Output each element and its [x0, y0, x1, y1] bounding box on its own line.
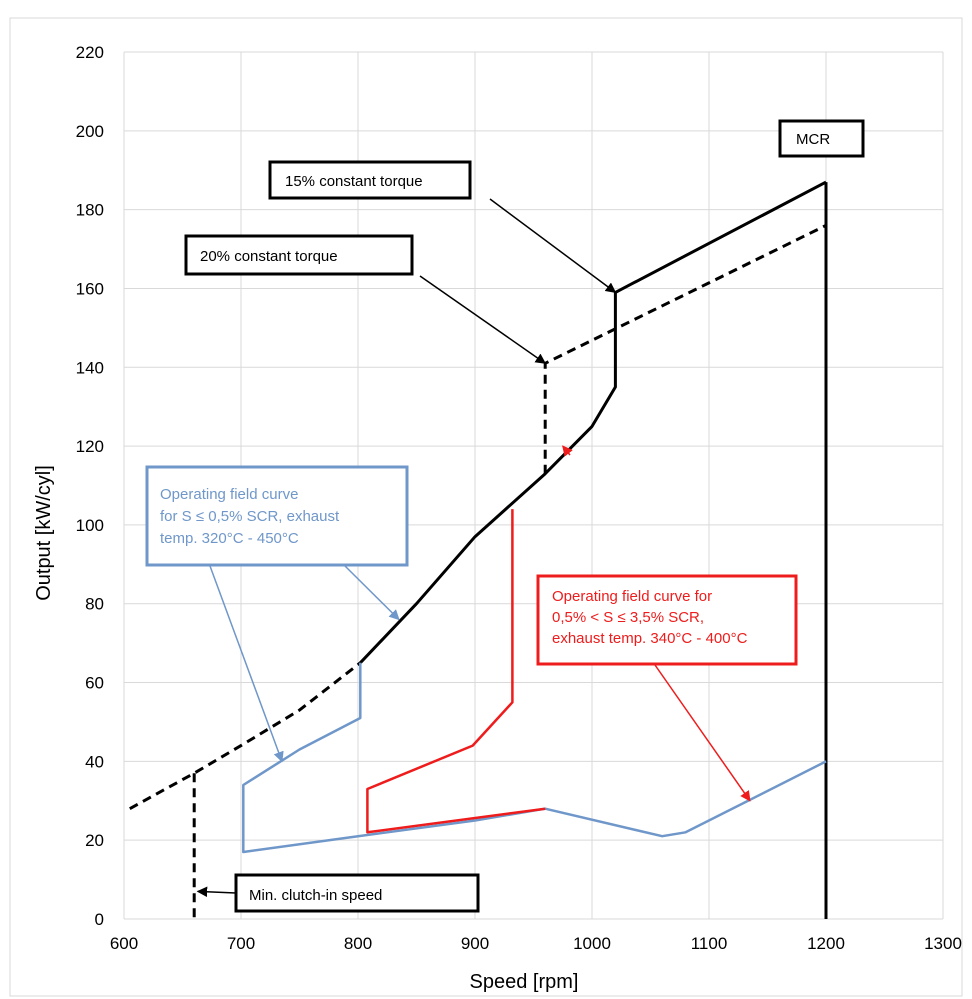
x-tick-label: 1000 [573, 934, 611, 953]
x-tick-label: 600 [110, 934, 138, 953]
annotation-torque15: 15% constant torque [268, 160, 617, 294]
y-tick-label: 0 [95, 910, 104, 929]
annotation-box [778, 119, 865, 158]
annotation-red-box: Operating field curve for 0,5% < S ≤ 3,5%… [536, 445, 798, 802]
annotation-text: 0,5% < S ≤ 3,5% SCR, [552, 609, 704, 626]
x-axis-title: Speed [rpm] [470, 971, 579, 993]
x-tick-label: 900 [461, 934, 489, 953]
annotation-clutch: Min. clutch-in speed [196, 873, 480, 913]
y-tick-label: 60 [85, 674, 104, 693]
annotation-arrow [196, 886, 237, 898]
series-line-5 [242, 662, 827, 854]
y-tick-label: 120 [76, 437, 104, 456]
annotation-text: MCR [796, 131, 830, 148]
x-tick-label: 800 [344, 934, 372, 953]
y-tick-label: 140 [76, 358, 104, 377]
annotations: MCR 15% constant torque 20% constant torqu… [145, 119, 865, 913]
annotation-text: Operating field curve [160, 486, 298, 503]
annotation-text: for S ≤ 0,5% SCR, exhaust [160, 508, 340, 525]
y-tick-label: 200 [76, 122, 104, 141]
y-tick-label: 220 [76, 43, 104, 62]
annotation-text: temp. 320°C - 450°C [160, 530, 299, 547]
annotation-arrow [562, 445, 573, 457]
x-tick-label: 700 [227, 934, 255, 953]
annotation-box [536, 574, 798, 666]
y-axis-title: Output [kW/cyl] [33, 465, 55, 601]
series-line-6 [366, 509, 546, 834]
annotation-arrow [209, 565, 284, 763]
annotation-text: exhaust temp. 340°C - 400°C [552, 630, 748, 647]
annotation-arrow [419, 275, 547, 364]
annotation-box [145, 465, 409, 567]
y-tick-labels: 0 20 40 60 80 100 120 140 160 180 200 220 [76, 43, 104, 929]
annotation-torque20: 20% constant torque [184, 234, 547, 364]
x-tick-label: 1300 [924, 934, 962, 953]
y-tick-label: 80 [85, 595, 104, 614]
annotation-box [268, 160, 472, 200]
y-tick-label: 40 [85, 752, 104, 771]
annotation-box [184, 234, 414, 276]
annotation-mcr: MCR [778, 119, 865, 158]
series-line-0 [129, 661, 362, 811]
y-tick-label: 180 [76, 201, 104, 220]
annotation-text: Operating field curve for [552, 588, 712, 605]
y-tick-label: 20 [85, 831, 104, 850]
x-tick-label: 1100 [691, 934, 728, 953]
annotation-arrow [654, 664, 751, 802]
annotation-text: Min. clutch-in speed [249, 887, 382, 904]
annotation-text: 20% constant torque [200, 248, 338, 265]
y-tick-label: 100 [76, 516, 104, 535]
x-tick-labels: 600 700 800 900 1000 1100 1200 1300 [110, 934, 962, 953]
annotation-arrow [344, 565, 400, 621]
annotation-arrow [489, 198, 617, 294]
annotation-blue-box: Operating field curve for S ≤ 0,5% SCR, e… [145, 465, 409, 763]
y-tick-label: 160 [76, 279, 104, 298]
annotation-text: 15% constant torque [285, 173, 423, 190]
x-tick-label: 1200 [807, 934, 845, 953]
